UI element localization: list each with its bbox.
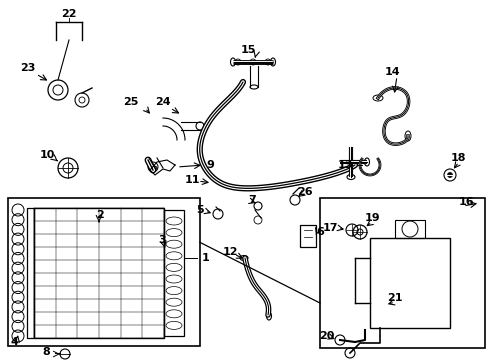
Bar	[299, 225, 315, 247]
Bar	[27, 208, 34, 338]
Text: 21: 21	[386, 293, 402, 303]
Bar	[8, 198, 200, 346]
Text: 12: 12	[222, 247, 237, 257]
Bar	[369, 238, 449, 328]
Text: 1: 1	[202, 253, 209, 263]
Text: 3: 3	[158, 235, 165, 245]
Bar	[163, 210, 183, 336]
Text: 18: 18	[449, 153, 465, 163]
Text: 24: 24	[155, 97, 170, 107]
Text: 13: 13	[337, 160, 352, 170]
Text: 8: 8	[42, 347, 50, 357]
Text: 23: 23	[20, 63, 36, 73]
Bar	[34, 208, 163, 338]
Text: 15: 15	[240, 45, 255, 55]
Text: 10: 10	[39, 150, 55, 160]
Text: 6: 6	[315, 227, 323, 237]
Text: 19: 19	[364, 213, 379, 223]
Text: 7: 7	[247, 195, 255, 205]
Text: 4: 4	[10, 337, 18, 347]
Text: 2: 2	[96, 210, 103, 220]
Text: 17: 17	[322, 223, 337, 233]
Text: 5: 5	[196, 205, 203, 215]
Bar	[319, 198, 484, 348]
Text: 20: 20	[319, 331, 334, 341]
Text: 25: 25	[123, 97, 139, 107]
Text: 22: 22	[61, 9, 77, 19]
Text: 14: 14	[385, 67, 400, 77]
Text: 26: 26	[297, 187, 312, 197]
Text: 9: 9	[205, 160, 214, 170]
Text: 16: 16	[458, 197, 474, 207]
Circle shape	[447, 172, 451, 177]
Text: 11: 11	[184, 175, 199, 185]
Bar	[394, 220, 424, 238]
